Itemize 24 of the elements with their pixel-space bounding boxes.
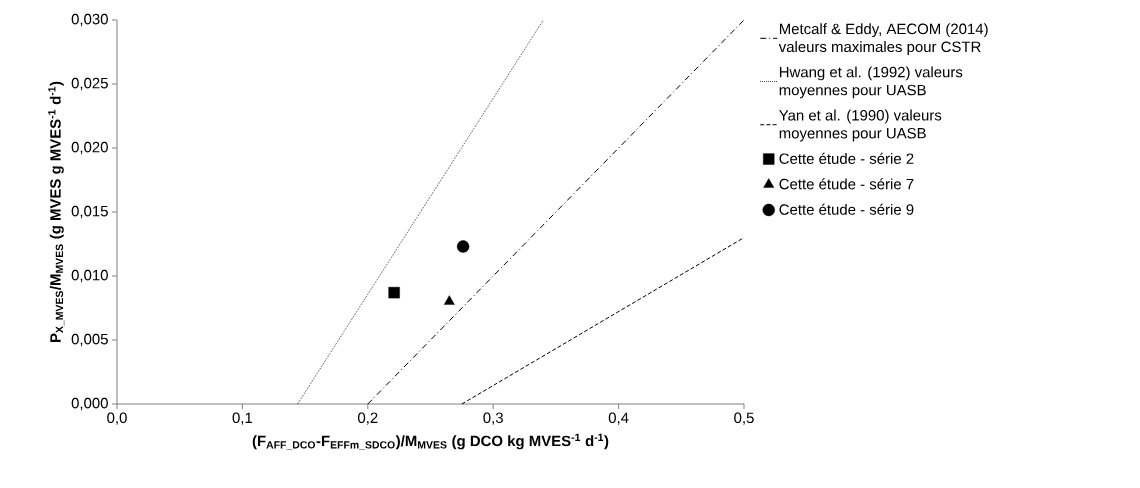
point [443, 295, 455, 305]
legend-label: Cette étude - série 7 [779, 178, 914, 190]
text: (F$_{AFF_DCO}$-F$_{EFFm_SDCO}$)/M$_{MVES}$ (g DCO kg MVES$^{-1}$ d$^{-1}$) [252, 433, 609, 450]
y-tick-label: 0,000 [71, 397, 108, 411]
x-tick-label: 0,3 [483, 412, 503, 425]
point [456, 240, 470, 253]
legend-label: Yan et al. (1990) valeurs moyennes pour UASB [779, 109, 942, 142]
legend-label: Metcalf & Eddy, AECOM (2014) valeurs maximales pour CSTR [778, 23, 988, 56]
y-tick-label: 0,025 [71, 77, 108, 91]
x-tick-label: 0,1 [232, 412, 253, 425]
y-tick-label: 0,030 [71, 13, 108, 27]
legend-label: Cette étude - série 2 [779, 152, 914, 164]
legend-label: Cette étude - série 9 [779, 203, 914, 215]
y-tick-label: 0,020 [71, 141, 108, 155]
legend-label: Hwang et al. (1992) valeurs moyennes pour UASB [779, 66, 963, 99]
text: P$_{X_MVES}$/M$_{MVES}$ (g MVES g MVES$^{-1}$ d$^{-1}$) [48, 81, 65, 343]
y-tick-label: 0,015 [71, 205, 108, 219]
y-tick-label: 0,005 [71, 333, 108, 347]
y-tick-label: 0,010 [71, 269, 108, 283]
x-tick-label: 0,5 [734, 412, 754, 425]
point [388, 286, 400, 299]
x-tick-label: 0,2 [357, 412, 378, 425]
x-tick-label: 0,4 [608, 412, 629, 425]
x-tick-label: 0,0 [107, 412, 127, 425]
